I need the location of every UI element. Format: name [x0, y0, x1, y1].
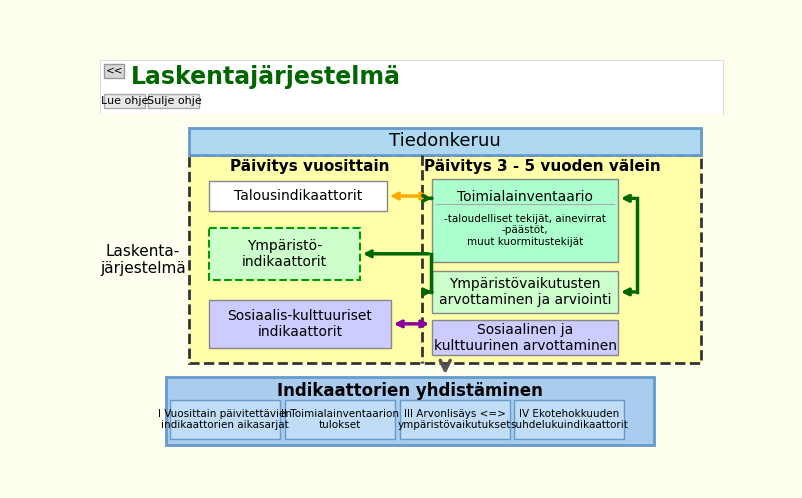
Bar	[209, 300, 391, 348]
Bar	[148, 94, 199, 108]
Text: Ympäristövaikutusten
arvottaminen ja arviointi: Ympäristövaikutusten arvottaminen ja arv…	[438, 277, 610, 307]
Text: Lue ohje: Lue ohje	[100, 96, 148, 106]
Text: Laskenta-
järjestelmä: Laskenta- järjestelmä	[100, 244, 185, 276]
Bar	[104, 64, 124, 78]
Text: Toimialainventaario: Toimialainventaario	[456, 190, 593, 204]
Bar	[189, 155, 700, 363]
Text: I Vuosittain päivitettävien
indikaattorien aikasarjat: I Vuosittain päivitettävien indikaattori…	[158, 408, 292, 430]
Bar	[285, 400, 395, 439]
Bar	[513, 400, 623, 439]
Text: IV Ekotehokkuuden
suhdelukuindikaattorit: IV Ekotehokkuuden suhdelukuindikaattorit	[510, 408, 627, 430]
Bar	[431, 179, 618, 262]
Bar	[431, 271, 618, 313]
Text: <<: <<	[105, 66, 123, 76]
Text: Indikaattorien yhdistäminen: Indikaattorien yhdistäminen	[277, 382, 543, 400]
Bar	[209, 181, 387, 211]
Text: Sosiaalinen ja
kulttuurinen arvottaminen: Sosiaalinen ja kulttuurinen arvottaminen	[433, 323, 616, 353]
Text: Päivitys vuosittain: Päivitys vuosittain	[229, 158, 389, 173]
Bar	[431, 320, 618, 356]
Text: Tiedonkeruu: Tiedonkeruu	[389, 132, 500, 150]
Text: III Arvonlisäys <=>
ympäristövaikutukset: III Arvonlisäys <=> ympäristövaikutukset	[397, 408, 511, 430]
Bar	[166, 377, 654, 445]
Text: Sulje ohje: Sulje ohje	[147, 96, 201, 106]
Text: Ympäristö-
indikaattorit: Ympäristö- indikaattorit	[241, 239, 326, 269]
Text: II Toimialainventaarion
tulokset: II Toimialainventaarion tulokset	[281, 408, 399, 430]
Bar	[170, 400, 280, 439]
Text: Sosiaalis-kulttuuriset
indikaattorit: Sosiaalis-kulttuuriset indikaattorit	[227, 309, 372, 339]
Bar	[100, 114, 722, 443]
Text: Päivitys 3 - 5 vuoden välein: Päivitys 3 - 5 vuoden välein	[423, 158, 660, 173]
Text: Talousindikaattorit: Talousindikaattorit	[233, 189, 362, 203]
Bar	[209, 228, 359, 280]
Text: Laskentajärjestelmä: Laskentajärjestelmä	[132, 65, 401, 89]
Bar	[399, 400, 509, 439]
Bar	[100, 60, 722, 114]
Text: -taloudelliset tekijät, ainevirrat
-päästöt,
muut kuormitustekijät: -taloudelliset tekijät, ainevirrat -pääs…	[444, 214, 606, 247]
Bar	[189, 127, 700, 155]
Bar	[104, 94, 144, 108]
